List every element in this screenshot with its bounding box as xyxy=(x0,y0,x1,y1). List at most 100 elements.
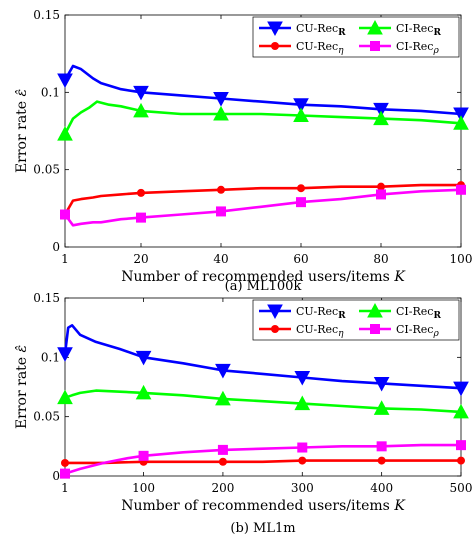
data-point-marker xyxy=(57,389,73,405)
legend-label: CI-RecR xyxy=(396,305,441,321)
data-point-marker xyxy=(215,390,231,406)
data-point-marker xyxy=(213,92,229,107)
x-tick-label: 300 xyxy=(291,481,314,495)
series-line-3 xyxy=(65,459,461,465)
data-point-marker xyxy=(457,456,465,465)
data-point-marker xyxy=(218,457,227,466)
series-line-2 xyxy=(64,389,462,414)
data-point-marker xyxy=(298,456,307,465)
data-point-marker xyxy=(57,347,73,362)
legend-marker xyxy=(370,324,380,334)
legend-marker xyxy=(271,42,279,50)
data-point-marker xyxy=(135,384,152,400)
series-line-4 xyxy=(63,188,462,227)
legend-label: CU-Recη xyxy=(296,40,344,56)
x-tick-label: 60 xyxy=(293,252,308,266)
series-line-1 xyxy=(63,323,462,390)
chart-caption: (b) ML1m xyxy=(230,521,295,536)
data-point-marker xyxy=(215,363,231,379)
data-point-marker xyxy=(133,85,149,101)
data-point-marker xyxy=(296,197,306,208)
data-point-marker xyxy=(297,442,308,453)
data-point-marker xyxy=(213,105,229,121)
y-tick-label: 0.05 xyxy=(33,163,60,177)
x-axis-label: Number of recommended users/items K xyxy=(121,269,406,285)
data-point-marker xyxy=(133,102,149,118)
y-tick-label: 0 xyxy=(52,240,60,254)
chart-caption: (a) ML100k xyxy=(225,279,302,294)
legend-label: CU-RecR xyxy=(296,22,346,38)
data-point-marker xyxy=(453,403,469,419)
data-point-marker xyxy=(138,450,149,461)
y-tick-label: 0.15 xyxy=(33,291,60,305)
y-tick-label: 0.1 xyxy=(41,85,60,99)
data-point-marker xyxy=(456,440,466,451)
x-tick-label: 20 xyxy=(133,252,148,266)
series-line-3 xyxy=(63,183,461,216)
legend-marker xyxy=(267,304,283,320)
legend-marker xyxy=(267,21,283,37)
legend-label: CU-RecR xyxy=(296,305,346,321)
y-tick-label: 0 xyxy=(52,469,60,483)
data-point-marker xyxy=(453,107,469,123)
data-point-marker xyxy=(377,456,386,465)
data-point-marker xyxy=(57,73,73,89)
legend-label: CI-Recρ xyxy=(396,40,439,56)
legend-marker xyxy=(271,325,279,333)
x-tick-label: 200 xyxy=(211,481,234,495)
y-axis-label: Error rate ε̂ xyxy=(14,345,30,429)
data-point-marker xyxy=(136,212,146,223)
legend-marker xyxy=(367,19,383,35)
data-point-marker xyxy=(377,182,385,191)
chart-panel-2: 1 100 200 300 400 500 0 0.05 0.1 0.15 Number of re… xyxy=(14,291,472,536)
data-point-marker xyxy=(453,115,469,130)
data-point-marker xyxy=(376,441,387,452)
x-tick-label: 400 xyxy=(370,481,393,495)
data-point-marker xyxy=(294,371,311,386)
x-tick-label: 1 xyxy=(61,481,69,495)
x-tick-label: 80 xyxy=(373,252,388,266)
y-axis-label: Error rate ε̂ xyxy=(14,89,30,173)
data-point-marker xyxy=(373,400,390,415)
data-point-marker xyxy=(453,381,469,397)
data-point-marker xyxy=(373,376,390,392)
legend-label: CI-RecR xyxy=(396,22,441,38)
data-point-marker xyxy=(217,444,228,455)
legend-box xyxy=(252,299,460,341)
legend-marker xyxy=(367,302,383,318)
data-point-marker xyxy=(294,395,311,411)
x-tick-label: 100 xyxy=(132,481,155,495)
data-point-marker xyxy=(60,209,70,220)
data-point-marker xyxy=(373,102,389,118)
data-point-marker xyxy=(373,110,389,126)
legend: CU-RecR CI-RecR CU-Recη CI-Recρ xyxy=(252,299,460,341)
data-point-marker xyxy=(217,185,225,194)
legend-label: CI-Recρ xyxy=(396,323,439,339)
data-point-marker xyxy=(293,98,309,113)
legend-marker xyxy=(370,41,380,51)
x-tick-label: 40 xyxy=(213,252,228,266)
data-point-marker xyxy=(293,107,309,123)
data-point-marker xyxy=(297,184,305,193)
data-point-marker xyxy=(456,184,466,195)
x-axis-label: Number of recommended users/items K xyxy=(121,498,406,514)
data-point-marker xyxy=(61,458,69,467)
legend-label: CU-Recη xyxy=(296,323,344,339)
data-point-marker xyxy=(216,206,226,217)
data-point-marker xyxy=(376,189,386,200)
data-point-marker xyxy=(137,188,145,197)
legend: CU-RecR CI-RecR CU-Recη CI-Recρ xyxy=(252,16,460,58)
x-tick-label: 100 xyxy=(450,252,473,266)
data-point-marker xyxy=(57,126,73,141)
legend-box xyxy=(252,16,460,58)
series-line-2 xyxy=(63,100,462,135)
y-tick-label: 0.1 xyxy=(41,350,60,364)
data-point-marker xyxy=(60,468,70,479)
chart-panel-1: 1 20 40 60 80 100 0 0.05 0.1 0.15 Number of recomm… xyxy=(14,8,472,294)
y-tick-label: 0.15 xyxy=(33,8,60,22)
x-tick-label: 1 xyxy=(61,252,69,266)
x-tick-label: 500 xyxy=(450,481,473,495)
y-tick-label: 0.05 xyxy=(33,410,60,424)
data-point-marker xyxy=(135,350,152,366)
